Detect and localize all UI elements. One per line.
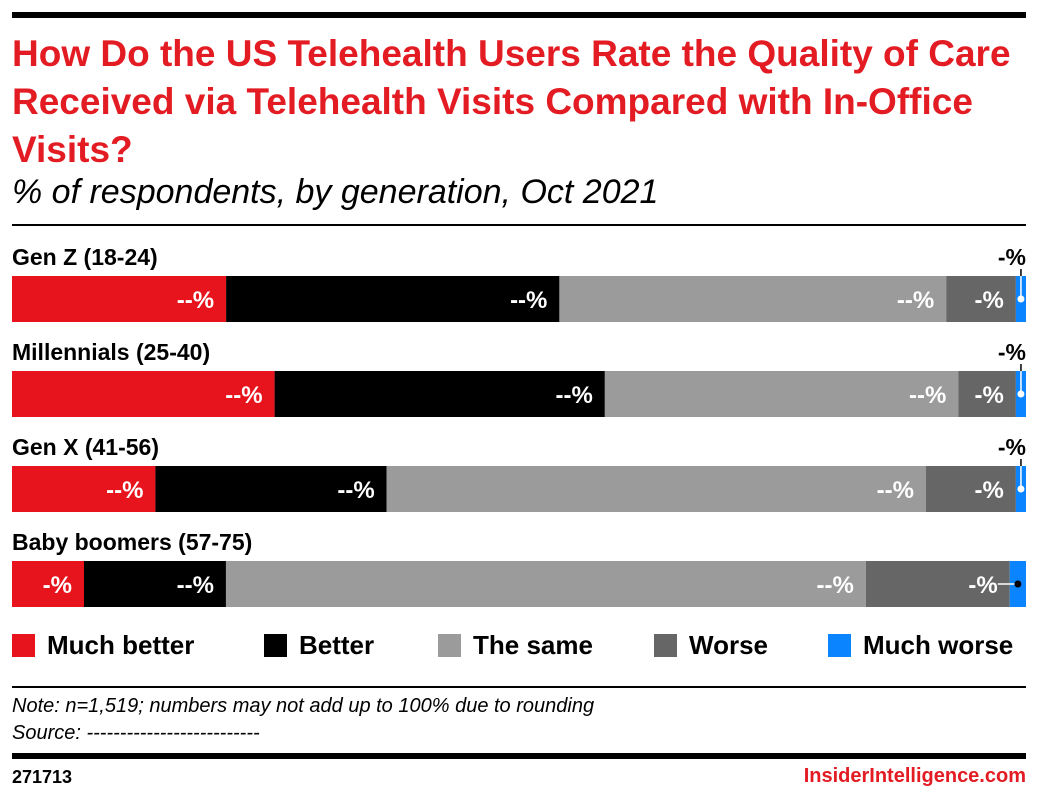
- chart-id: 271713: [12, 767, 73, 787]
- legend-label-much-worse: Much worse: [863, 630, 1014, 660]
- data-label-gen-z-18-24-much-worse: -%: [998, 244, 1026, 270]
- category-label-gen-x-41-56: Gen X (41-56): [12, 434, 159, 460]
- legend-label-the-same: The same: [473, 630, 593, 660]
- stacked-bar-chart: Gen Z (18-24) --% --% --% -% -% Millennials (2…: [12, 244, 1026, 607]
- bar-millennials-25-40-the-same: [604, 371, 959, 417]
- data-label-gen-z-18-24-much-better: --%: [177, 287, 214, 314]
- data-label-gen-x-41-56-better: --%: [337, 477, 374, 504]
- bar-gen-z-18-24-the-same: [559, 276, 947, 322]
- bar-gen-z-18-24-much-better: [12, 276, 227, 322]
- note-divider: [12, 686, 1026, 688]
- bar-gen-z-18-24-worse: [946, 276, 1016, 322]
- data-label-baby-boomers-57-75-the-same: --%: [816, 572, 853, 599]
- note-text: Note: n=1,519; numbers may not add up to…: [12, 695, 595, 717]
- brand-link[interactable]: InsiderIntelligence.com: [803, 765, 1026, 787]
- data-label-millennials-25-40-the-same: --%: [909, 382, 946, 409]
- bar-baby-boomers-57-75-worse: [865, 561, 1010, 607]
- chart-title: How Do the US Telehealth Users Rate the …: [12, 33, 1011, 170]
- legend-label-much-better: Much better: [47, 630, 195, 660]
- bar-baby-boomers-57-75-much-better: [12, 561, 84, 607]
- legend-swatch-much-better: [12, 634, 35, 657]
- bar-baby-boomers-57-75-the-same: [225, 561, 866, 607]
- bar-gen-x-41-56-better: [155, 466, 387, 512]
- legend-swatch-better: [264, 634, 287, 657]
- bar-millennials-25-40-much-better: [12, 371, 275, 417]
- legend-item-much-better: Much better: [12, 630, 194, 661]
- source-text: Source: --------------------------: [12, 722, 260, 744]
- leader-dot-millennials-25-40: [1017, 390, 1025, 398]
- bar-gen-x-41-56-worse: [926, 466, 1016, 512]
- bar-baby-boomers-57-75-better: [83, 561, 226, 607]
- bar-gen-z-18-24-better: [226, 276, 560, 322]
- legend-item-better: Better: [264, 630, 374, 661]
- category-label-gen-z-18-24: Gen Z (18-24): [12, 244, 158, 270]
- legend-swatch-worse: [654, 634, 677, 657]
- legend-label-worse: Worse: [689, 630, 768, 660]
- data-label-baby-boomers-57-75-better: --%: [177, 572, 214, 599]
- legend-swatch-much-worse: [828, 634, 851, 657]
- data-label-baby-boomers-57-75-much-better: -%: [43, 572, 72, 599]
- data-label-millennials-25-40-worse: -%: [975, 382, 1004, 409]
- data-label-gen-z-18-24-the-same: --%: [897, 287, 934, 314]
- top-rule: [12, 12, 1026, 18]
- data-label-baby-boomers-57-75-worse: -%: [968, 572, 997, 599]
- footer-rule: [12, 753, 1026, 759]
- legend-item-worse: Worse: [654, 630, 768, 661]
- subtitle-divider: [12, 224, 1026, 226]
- data-label-gen-z-18-24-worse: -%: [975, 287, 1004, 314]
- data-label-gen-z-18-24-better: --%: [510, 287, 547, 314]
- bar-millennials-25-40-worse: [958, 371, 1016, 417]
- data-label-gen-x-41-56-the-same: --%: [877, 477, 914, 504]
- bar-millennials-25-40-better: [274, 371, 605, 417]
- data-label-gen-x-41-56-much-worse: -%: [998, 434, 1026, 460]
- legend-item-much-worse: Much worse: [828, 630, 1013, 661]
- legend-label-better: Better: [299, 630, 375, 660]
- legend-swatch-the-same: [438, 634, 461, 657]
- bar-gen-x-41-56-the-same: [386, 466, 927, 512]
- leader-dot-gen-z-18-24: [1017, 295, 1025, 303]
- category-label-baby-boomers-57-75: Baby boomers (57-75): [12, 529, 252, 555]
- data-label-millennials-25-40-much-worse: -%: [998, 339, 1026, 365]
- data-label-gen-x-41-56-much-better: --%: [106, 477, 143, 504]
- legend-item-the-same: The same: [438, 630, 593, 661]
- data-label-millennials-25-40-much-better: --%: [225, 382, 262, 409]
- bar-gen-x-41-56-much-better: [12, 466, 156, 512]
- leader-dot-baby-boomers-57-75: [1014, 580, 1022, 588]
- category-label-millennials-25-40: Millennials (25-40): [12, 339, 210, 365]
- chart-subtitle: % of respondents, by generation, Oct 202…: [12, 173, 659, 211]
- data-label-millennials-25-40-better: --%: [556, 382, 593, 409]
- leader-dot-gen-x-41-56: [1017, 485, 1025, 493]
- data-label-gen-x-41-56-worse: -%: [975, 477, 1004, 504]
